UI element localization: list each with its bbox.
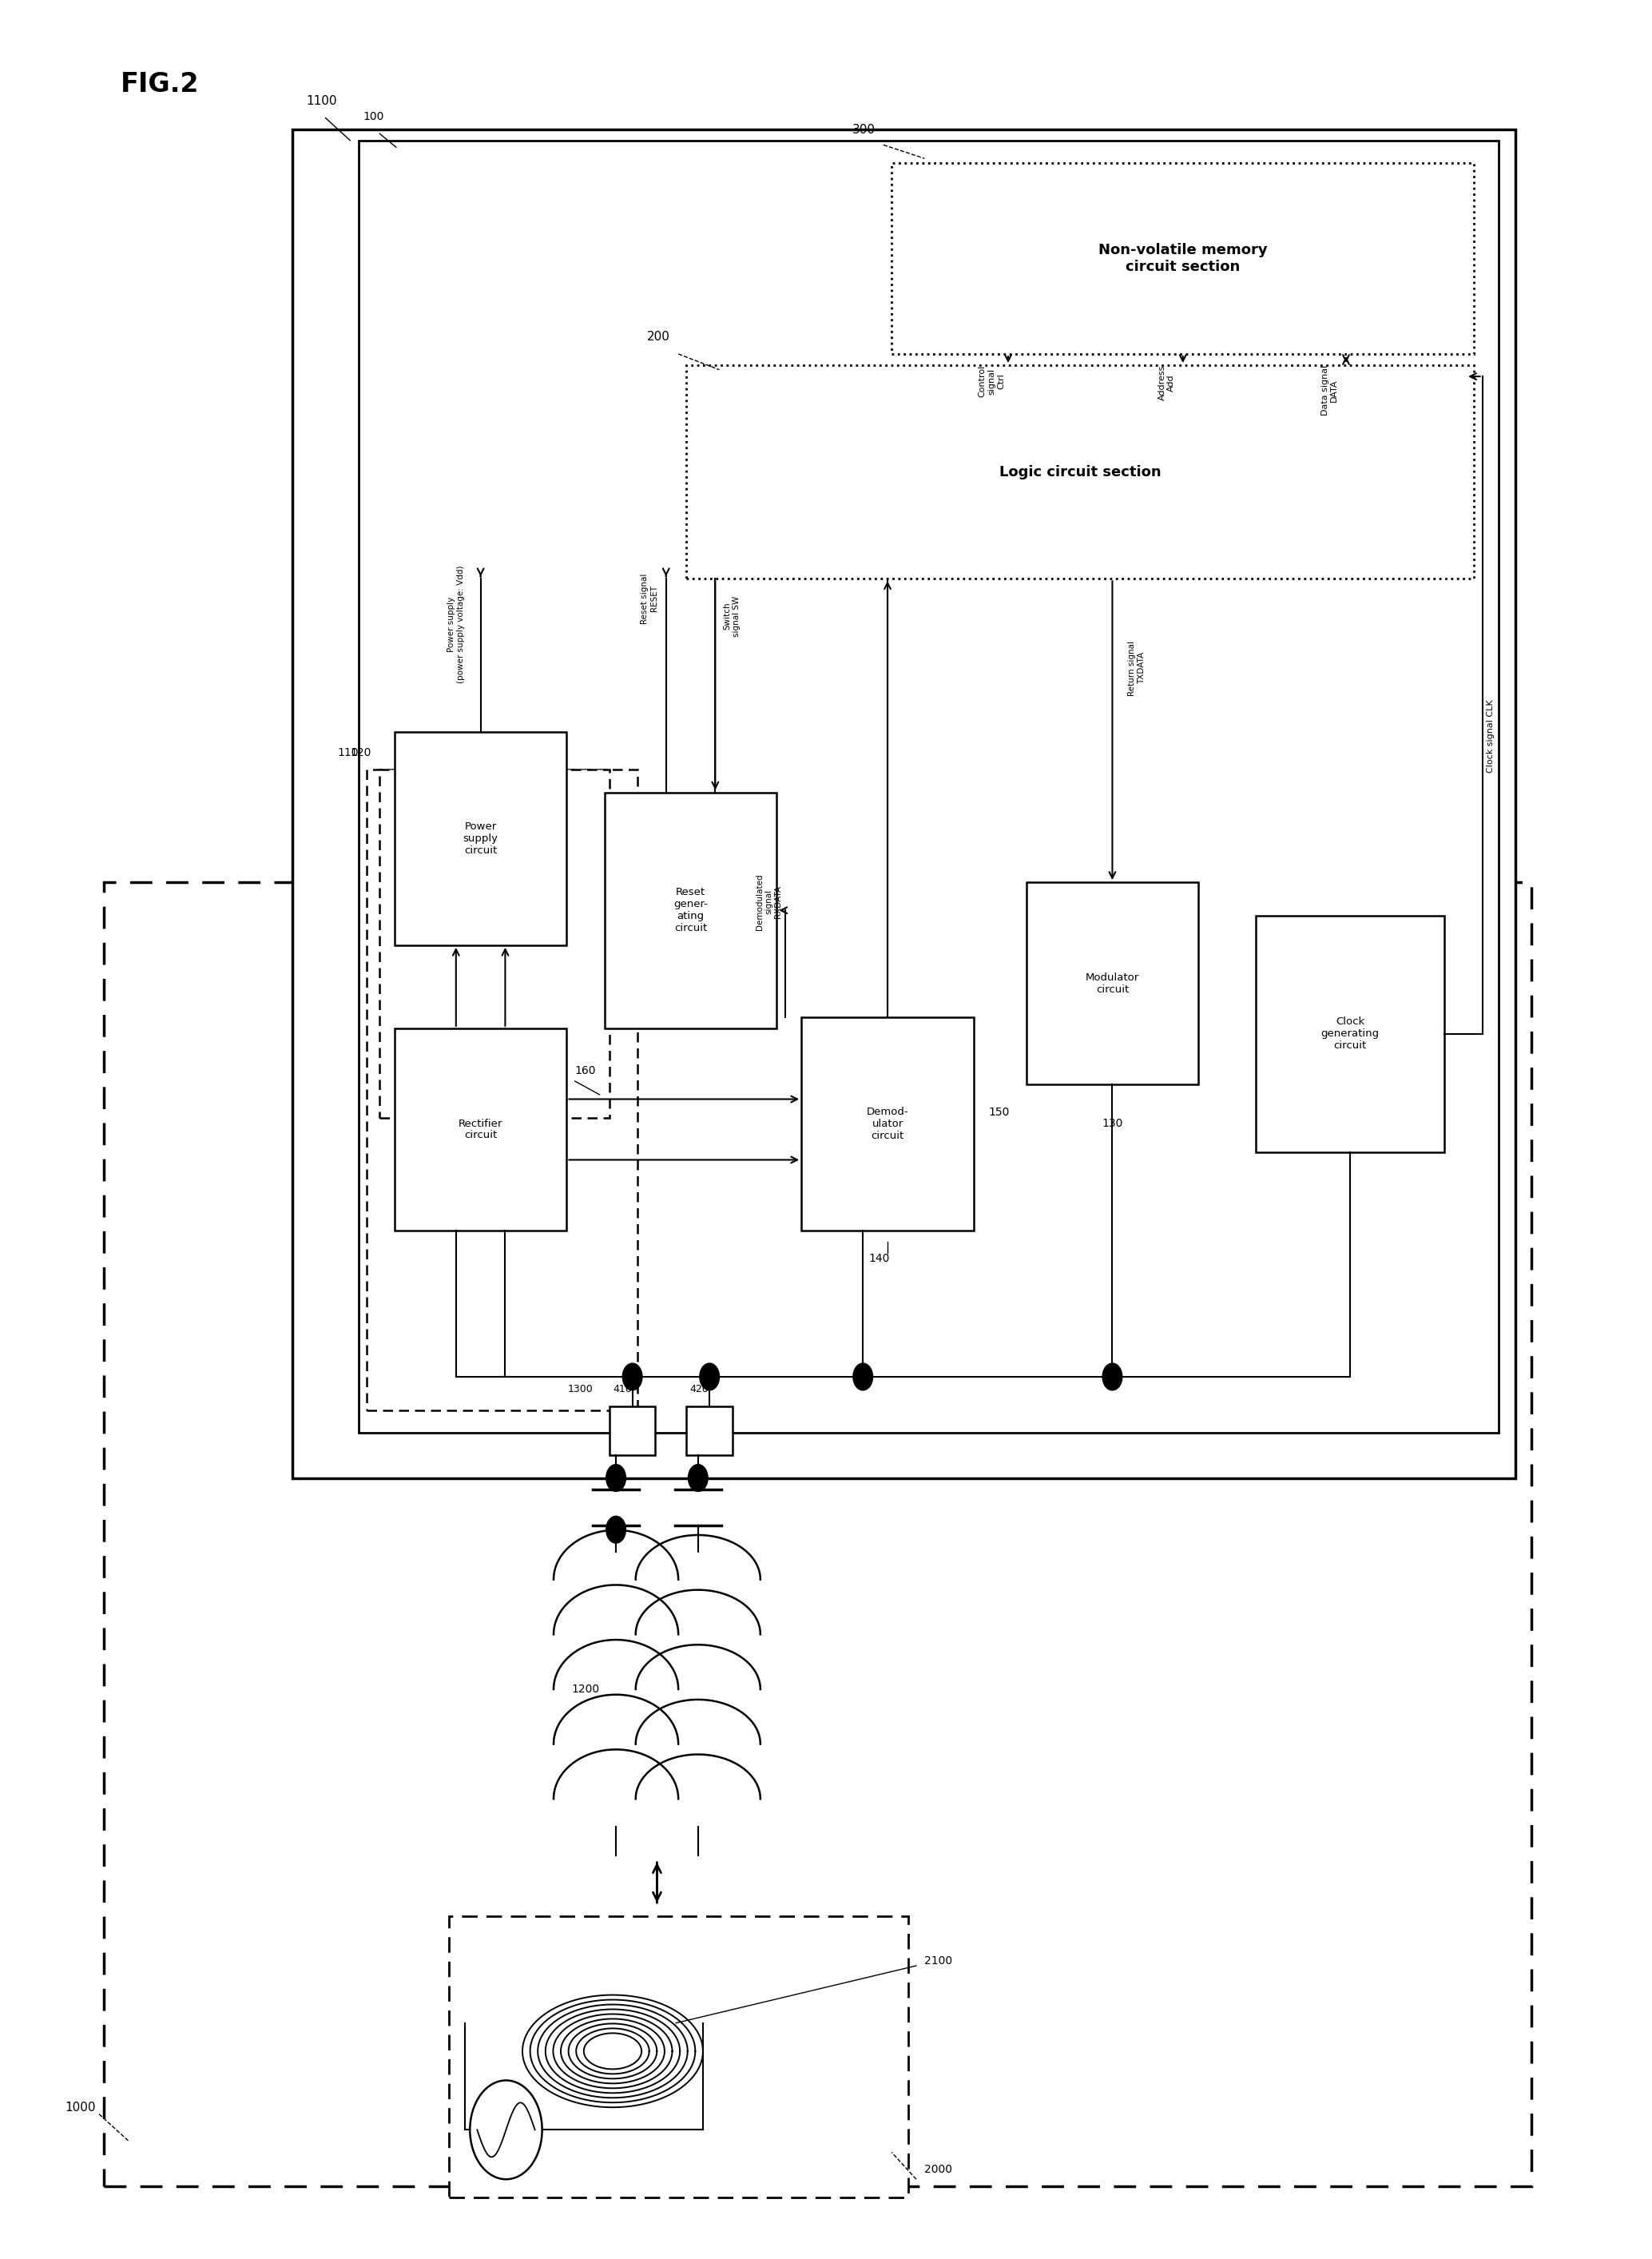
- Text: 110: 110: [337, 748, 358, 759]
- Text: Address
Add: Address Add: [1158, 366, 1175, 400]
- Bar: [610, 1405, 656, 1455]
- Circle shape: [689, 1464, 707, 1491]
- Text: 420: 420: [691, 1385, 709, 1394]
- Bar: [358, 140, 1498, 1432]
- Text: FIG.2: FIG.2: [121, 70, 200, 97]
- Text: 2000: 2000: [925, 2164, 953, 2175]
- Bar: [892, 163, 1474, 355]
- Text: 1200: 1200: [572, 1683, 600, 1694]
- Bar: [292, 129, 1515, 1477]
- Circle shape: [606, 1464, 626, 1491]
- Text: 1000: 1000: [64, 2101, 96, 2114]
- Text: 1300: 1300: [568, 1385, 593, 1394]
- Text: Reset
gener-
ating
circuit: Reset gener- ating circuit: [674, 888, 707, 933]
- Text: Data signal
DATA: Data signal DATA: [1322, 366, 1338, 416]
- Bar: [395, 1028, 567, 1231]
- Text: Logic circuit section: Logic circuit section: [999, 465, 1161, 479]
- Bar: [380, 770, 610, 1118]
- Bar: [104, 883, 1531, 2187]
- Bar: [1256, 915, 1444, 1152]
- Text: Power
supply
circuit: Power supply circuit: [463, 822, 499, 856]
- Text: 100: 100: [363, 111, 385, 122]
- Bar: [801, 1017, 973, 1231]
- Text: 150: 150: [988, 1107, 1009, 1118]
- Text: 120: 120: [350, 748, 372, 759]
- Text: 410: 410: [613, 1385, 631, 1394]
- Text: 200: 200: [648, 330, 671, 343]
- Text: Demodulated
signal
RXDATA: Demodulated signal RXDATA: [755, 874, 781, 931]
- Bar: [1026, 883, 1198, 1084]
- Circle shape: [700, 1362, 719, 1389]
- Circle shape: [606, 1516, 626, 1543]
- Text: 160: 160: [575, 1066, 596, 1078]
- Text: Switch
signal SW: Switch signal SW: [724, 596, 740, 637]
- Bar: [367, 770, 638, 1410]
- Bar: [395, 732, 567, 944]
- Text: 140: 140: [869, 1254, 890, 1265]
- Text: Power supply
(power supply voltage: Vdd): Power supply (power supply voltage: Vdd): [448, 565, 464, 682]
- Bar: [605, 793, 776, 1028]
- Text: 1100: 1100: [306, 95, 337, 106]
- Text: 300: 300: [852, 124, 876, 136]
- Circle shape: [852, 1362, 872, 1389]
- Text: Rectifier
circuit: Rectifier circuit: [459, 1118, 502, 1141]
- Text: Return signal
TXDATA: Return signal TXDATA: [1128, 642, 1145, 696]
- Bar: [687, 366, 1474, 578]
- Text: 130: 130: [1102, 1118, 1123, 1130]
- Circle shape: [623, 1362, 643, 1389]
- Text: Reset signal
RESET: Reset signal RESET: [641, 574, 657, 623]
- Text: 2100: 2100: [925, 1956, 953, 1968]
- Text: Demod-
ulator
circuit: Demod- ulator circuit: [867, 1107, 909, 1141]
- Text: Modulator
circuit: Modulator circuit: [1085, 971, 1140, 994]
- Text: Clock
generating
circuit: Clock generating circuit: [1322, 1017, 1379, 1050]
- Bar: [449, 1916, 909, 2198]
- Text: Non-volatile memory
circuit section: Non-volatile memory circuit section: [1099, 244, 1267, 273]
- Bar: [687, 1405, 732, 1455]
- Text: Control
signal
Ctrl: Control signal Ctrl: [978, 366, 1004, 398]
- Circle shape: [1102, 1362, 1122, 1389]
- Text: Clock signal CLK: Clock signal CLK: [1487, 700, 1495, 773]
